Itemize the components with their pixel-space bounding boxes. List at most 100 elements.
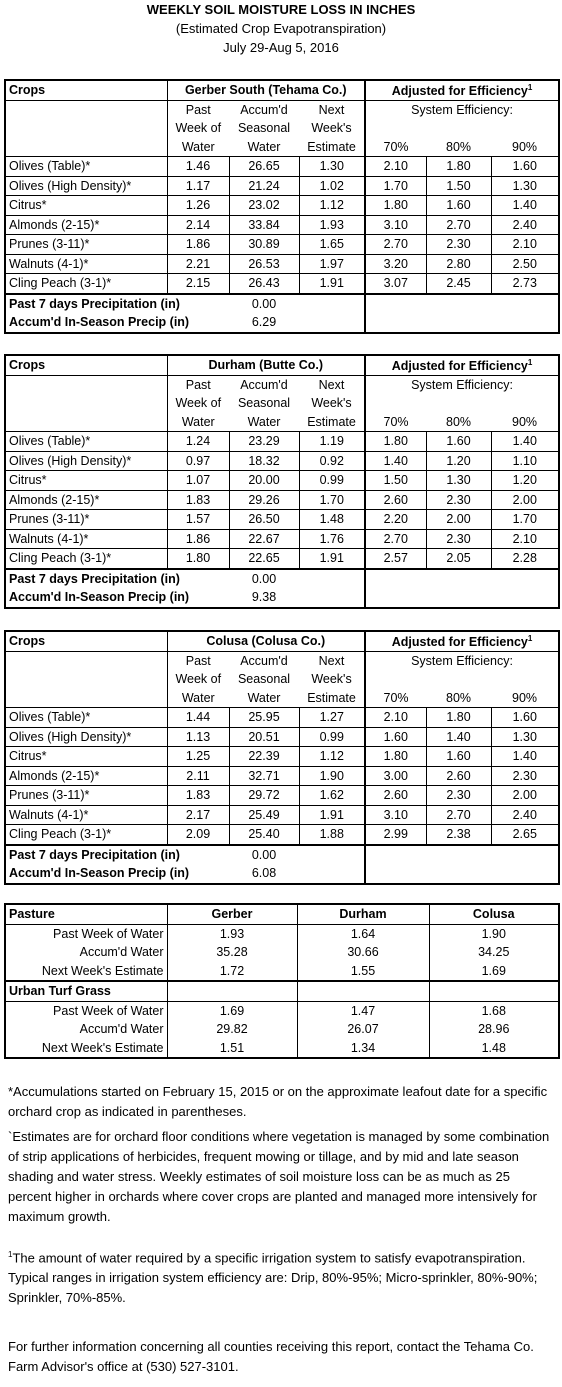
adjusted-header: Adjusted for Efficiency1 [365,631,560,652]
crop-name: Olives (High Density)* [4,726,168,747]
crop-name: Prunes (3-11)* [4,785,168,806]
column-head: Water [166,137,229,157]
crop-value: 32.71 [228,765,300,786]
crop-value: 2.30 [425,785,492,806]
note: For further information concerning all c… [8,1339,534,1374]
crop-value: 1.70 [364,175,427,196]
precip-label: Past 7 days Precipitation (in) [5,292,229,313]
column-head: Accum'd [240,102,288,117]
column-head: Water [247,139,281,154]
blank [166,980,297,1002]
pasture-value: 1.55 [296,961,429,981]
pasture-value: 30.66 [296,943,429,962]
crop-value: 1.60 [425,746,492,767]
crop-value: 1.91 [298,273,367,294]
pasture-value: 28.96 [428,1020,559,1039]
crop-value: 0.97 [166,450,230,471]
crop-value: 2.00 [490,785,560,806]
location: Gerber South (Tehama Co.) [166,80,367,101]
blank [5,394,167,413]
adjusted-label: Adjusted for Efficiency [391,634,528,649]
crop-value: 2.28 [490,548,560,569]
crop-value: 1.91 [298,548,367,569]
efficiency: 70% [383,414,409,429]
crop-value: 1.40 [490,431,560,452]
column-head-row: Water Water Estimate 70% 80% 90% [5,137,559,157]
crop-value: 2.60 [364,785,427,806]
pasture-table: Pasture Gerber Durham Colusa Past Week of Wa… [4,903,560,1059]
column-head: Water [166,688,229,708]
crop-value: 1.70 [490,509,560,530]
crop-name: Cling Peach (3-1)* [4,548,168,569]
pasture-value: 1.47 [296,1001,429,1020]
crop-row: Prunes (3-11)* 1.57 26.50 1.48 2.20 2.00 1.70 [4,509,560,530]
pasture-value: 1.68 [428,1001,559,1020]
column-head: Seasonal [237,396,291,411]
crop-name: Olives (Table)* [4,707,168,728]
column-head: Week of [166,394,229,413]
header-row: Crops Colusa (Colusa Co.) Adjusted for Eff… [5,631,560,652]
efficiency: 70% [383,139,409,154]
pasture-value: 1.90 [428,924,559,943]
crop-value: 22.39 [228,746,300,767]
crop-value: 2.38 [425,824,492,845]
subtitle: (Estimated Crop Evapotranspiration) [175,21,387,36]
blank [365,119,559,138]
precip-row: Past 7 days Precipitation (in) 0.00 [5,567,560,588]
crop-value: 22.65 [228,548,300,569]
crop-row: Citrus* 1.26 23.02 1.12 1.80 1.60 1.40 [4,195,560,216]
column-head: Week of [166,670,229,689]
note: 1The amount of water required by a speci… [8,1245,556,1308]
column-head: Water [166,412,229,432]
crop-value: 2.05 [425,548,492,569]
crop-value: 2.09 [166,824,230,845]
crop-value: 2.10 [490,234,560,255]
pasture-row: Past Week of Water 1.93 1.64 1.90 [5,924,559,943]
crops-label: Crops [5,355,167,376]
note-text: The amount of water required by a specif… [8,1250,538,1306]
precip-row: Accum'd In-Season Precip (in) 6.29 [5,313,559,333]
column-head-row: Water Water Estimate 70% 80% 90% [5,688,559,708]
crop-row: Citrus* 1.07 20.00 0.99 1.50 1.30 1.20 [4,470,560,491]
crop-row: Olives (High Density)* 1.13 20.51 0.99 1.60 1… [4,726,560,747]
title: WEEKLY SOIL MOISTURE LOSS IN INCHES [146,2,416,17]
crop-value: 1.60 [425,195,492,216]
region-table-wrap: Crops Colusa (Colusa Co.) Adjusted for Eff… [4,630,561,885]
blank [5,670,167,689]
crop-row: Almonds (2-15)* 2.11 32.71 1.90 3.00 2.60 2.30 [4,765,560,786]
pasture-value: 1.69 [428,961,559,981]
crop-name: Citrus* [4,746,168,767]
crop-value: 1.46 [166,156,230,177]
column-head-row: Past Accum'd Next System Efficiency: [5,375,559,394]
crops-label: Crops [5,80,167,101]
crop-row: Walnuts (4-1)* 2.17 25.49 1.91 3.10 2.70 2.40 [4,804,560,825]
crop-value: 18.32 [228,450,300,471]
crop-value: 1.40 [490,195,560,216]
pasture-column: Gerber [166,904,297,925]
pasture-label: Past Week of Water [53,926,164,941]
column-head-row: Week of Seasonal Week's [5,119,559,138]
crop-value: 25.49 [228,804,300,825]
footnote-mark: 1 [8,1250,13,1259]
column-head: Week's [299,670,367,689]
pasture-row: Accum'd Water 29.82 26.07 28.96 [5,1020,559,1039]
crop-value: 20.51 [228,726,300,747]
efficiency: 80% [446,139,472,154]
crop-value: 0.92 [298,450,367,471]
crop-value: 23.02 [228,195,300,216]
crop-value: 1.02 [298,175,367,196]
pasture-row: Next Week's Estimate 1.51 1.34 1.48 [5,1038,559,1058]
crop-value: 2.17 [166,804,230,825]
header-row: Crops Durham (Butte Co.) Adjusted for Effi… [5,355,560,376]
column-head: Next [299,375,367,394]
crop-row: Olives (High Density)* 0.97 18.32 0.92 1.40 1… [4,450,560,471]
crop-name: Almonds (2-15)* [4,489,168,510]
crop-row: Cling Peach (3-1)* 2.15 26.43 1.91 3.07 2.45 2… [4,273,560,294]
crop-value: 23.29 [228,431,300,452]
crop-value: 2.10 [490,528,560,549]
blank [299,313,367,333]
blank [5,138,167,157]
crop-row: Olives (Table)* 1.24 23.29 1.19 1.80 1.60 1.40 [4,431,560,452]
crop-value: 1.30 [490,726,560,747]
crop-value: 2.70 [425,214,492,235]
